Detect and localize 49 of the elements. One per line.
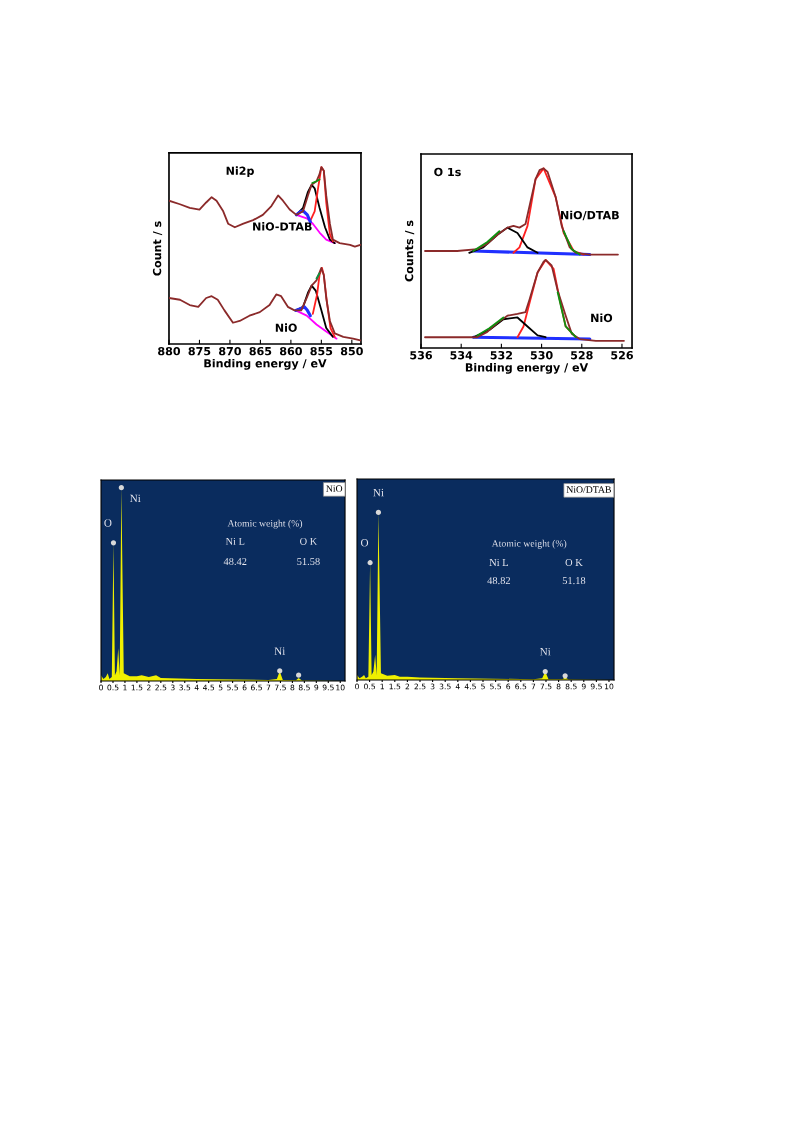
annotation: Atomic weight (%) [227, 519, 303, 529]
x-axis-title: Binding energy / eV [465, 362, 589, 374]
x-tick-label: 526 [611, 350, 633, 360]
annotation: 51.18 [562, 577, 586, 585]
x-axis-title: Binding energy / eV [204, 358, 327, 370]
annotation: Atomic weight (%) [491, 539, 567, 549]
x-tick-label: 532 [490, 350, 513, 360]
x-tick-label: 850 [340, 346, 363, 356]
point [296, 672, 302, 678]
chart-title: Ni2p [226, 166, 254, 178]
point [110, 540, 117, 546]
chart-title: O 1s [434, 167, 461, 177]
x-tick-label: 860 [279, 346, 302, 356]
annotation: Ni [373, 488, 384, 497]
annotation: Ni L [225, 537, 245, 545]
x-tick-label: 530 [530, 350, 553, 360]
annotation: Ni [540, 647, 551, 656]
point [277, 668, 283, 674]
chart-title: NiO/DTAB [566, 486, 611, 493]
series-label: NiO/DTAB [561, 210, 619, 221]
series-label: NiO [591, 313, 613, 323]
x-tick-label: 870 [219, 346, 241, 356]
point [367, 560, 373, 566]
annotation: O K [565, 558, 583, 566]
series-label: NiO [275, 323, 297, 332]
x-tick-label: 880 [158, 346, 181, 356]
annotation: Ni [274, 647, 286, 655]
x-tick-label: 865 [249, 346, 272, 356]
chart-title: NiO [326, 485, 343, 492]
annotation: Ni L [489, 558, 508, 566]
y-axis-title: Count / s [152, 221, 163, 276]
annotation: O [361, 539, 369, 547]
x-tick-label: 875 [188, 346, 211, 356]
point [375, 509, 382, 516]
annotation: O K [300, 537, 318, 545]
annotation: 48.82 [487, 577, 511, 585]
point [118, 485, 124, 491]
annotation: 51.58 [297, 557, 320, 566]
x-tick-label: 536 [410, 350, 432, 360]
point [562, 673, 568, 679]
annotation: Ni [130, 494, 141, 502]
x-tick-label: 528 [571, 350, 593, 360]
x-tick-label: 534 [450, 350, 473, 360]
annotation: O [104, 519, 112, 527]
x-tick-label: 855 [310, 346, 333, 356]
point [542, 669, 548, 675]
y-axis-title: Counts / s [404, 220, 415, 282]
annotation: 48.42 [223, 557, 247, 566]
series-label: NiO-DTAB [253, 222, 312, 231]
